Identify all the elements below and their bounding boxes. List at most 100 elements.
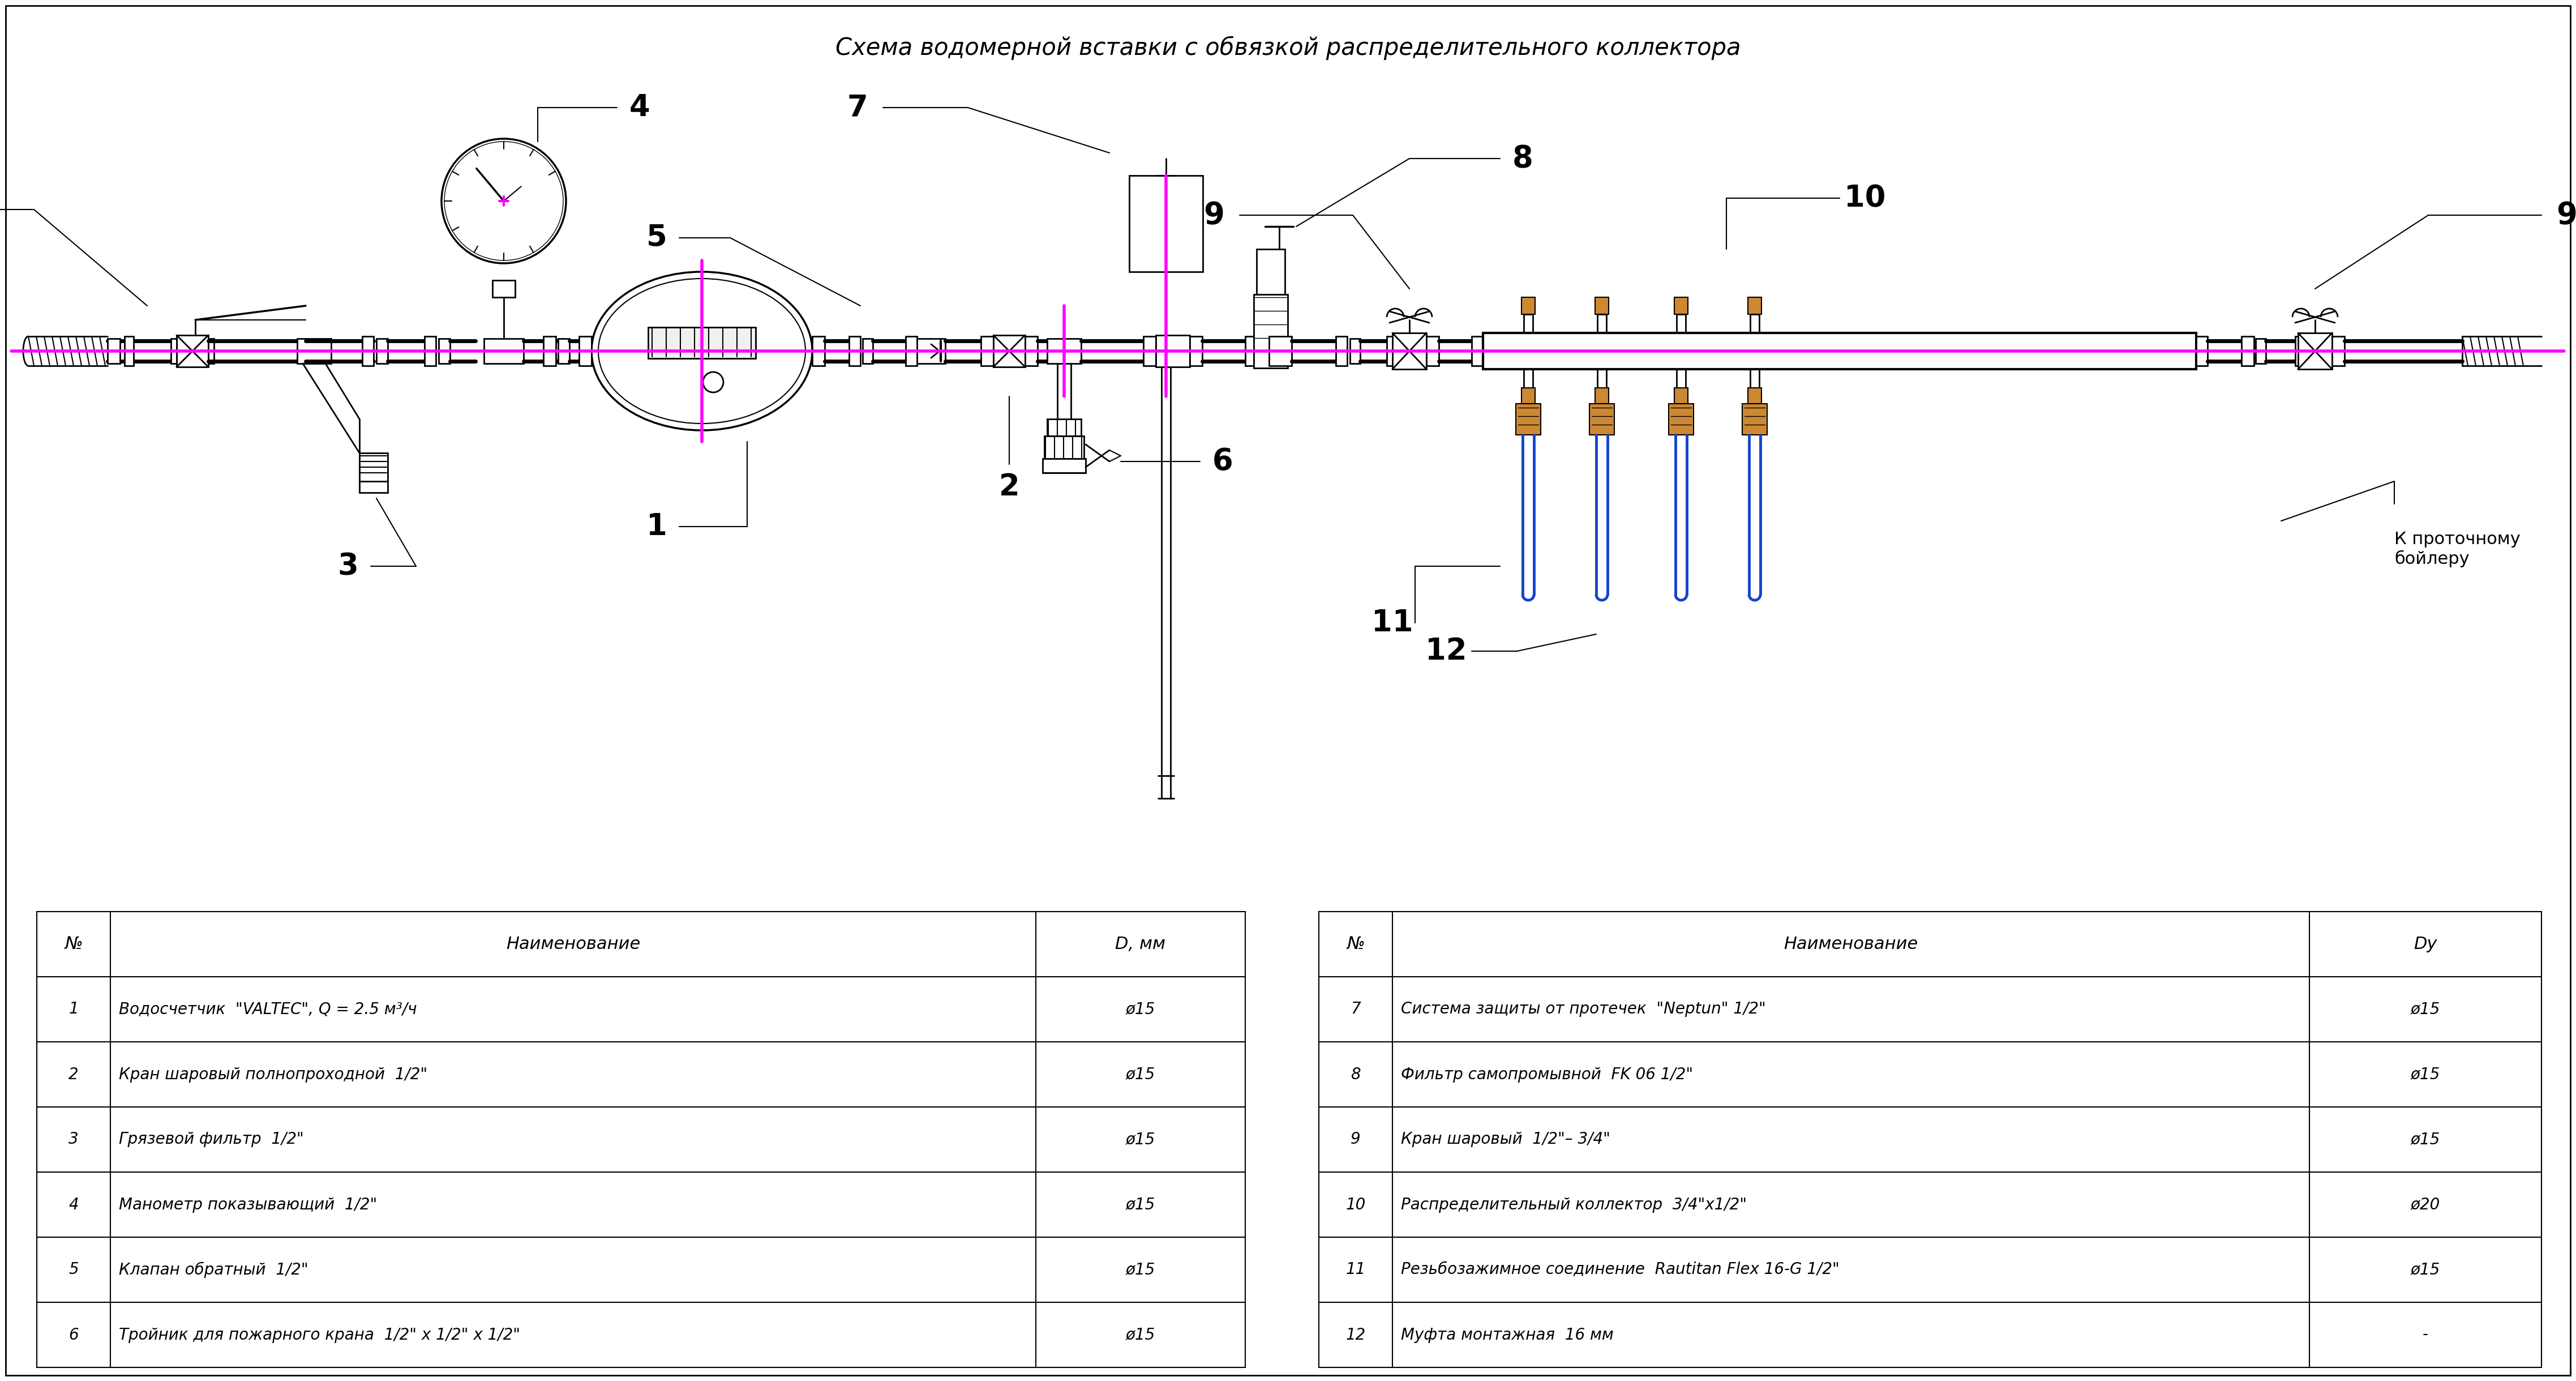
Text: 4: 4 bbox=[629, 93, 649, 123]
Bar bbox=[492, 280, 515, 297]
Bar bbox=[1190, 337, 1203, 366]
Bar bbox=[811, 337, 824, 366]
Text: №: № bbox=[1347, 936, 1365, 953]
Text: ø15: ø15 bbox=[2411, 1001, 2439, 1018]
Bar bbox=[2197, 337, 2208, 366]
Bar bbox=[907, 337, 917, 366]
Bar bbox=[124, 337, 134, 366]
Bar bbox=[1144, 337, 1157, 366]
Text: ø15: ø15 bbox=[1126, 1262, 1157, 1277]
Text: 7: 7 bbox=[848, 93, 868, 123]
Bar bbox=[1595, 297, 1607, 315]
Bar bbox=[912, 338, 945, 363]
Bar bbox=[1522, 388, 1535, 403]
Bar bbox=[363, 337, 374, 366]
Bar bbox=[1043, 458, 1084, 472]
Text: 8: 8 bbox=[1350, 1066, 1360, 1083]
Bar bbox=[981, 337, 994, 366]
Bar bbox=[580, 337, 592, 366]
Bar bbox=[1749, 388, 1762, 403]
Text: Водосчетчик  "VALTEC", Q = 2.5 м³/ч: Водосчетчик "VALTEC", Q = 2.5 м³/ч bbox=[118, 1001, 417, 1018]
Bar bbox=[618, 338, 626, 363]
Bar bbox=[2295, 337, 2308, 366]
Text: Наименование: Наименование bbox=[505, 936, 641, 953]
Bar bbox=[1128, 175, 1203, 272]
Circle shape bbox=[703, 371, 724, 392]
Bar bbox=[1515, 403, 1540, 435]
Bar bbox=[425, 337, 435, 366]
Bar bbox=[544, 337, 556, 366]
Circle shape bbox=[440, 138, 567, 264]
Text: 9: 9 bbox=[1350, 1131, 1360, 1148]
Text: Грязевой фильтр  1/2": Грязевой фильтр 1/2" bbox=[118, 1131, 304, 1148]
Text: 4: 4 bbox=[70, 1197, 80, 1213]
Text: 10: 10 bbox=[1844, 184, 1886, 213]
Text: ø15: ø15 bbox=[2411, 1131, 2439, 1148]
Bar bbox=[1025, 337, 1038, 366]
Text: D, мм: D, мм bbox=[1115, 936, 1167, 953]
Text: Кран шаровый полнопроходной  1/2": Кран шаровый полнопроходной 1/2" bbox=[118, 1066, 428, 1083]
Text: 3: 3 bbox=[70, 1131, 80, 1148]
Text: 9: 9 bbox=[2555, 200, 2576, 229]
Text: ø15: ø15 bbox=[2411, 1066, 2439, 1083]
Text: Клапан обратный  1/2": Клапан обратный 1/2" bbox=[118, 1262, 309, 1277]
Bar bbox=[850, 337, 860, 366]
Bar bbox=[36, 911, 1244, 1367]
Bar bbox=[108, 338, 121, 363]
Bar bbox=[1674, 297, 1687, 315]
Text: Схема водомерной вставки с обвязкой распределительного коллектора: Схема водомерной вставки с обвязкой расп… bbox=[835, 36, 1741, 61]
Text: 1: 1 bbox=[647, 512, 667, 541]
Text: Распределительный коллектор  3/4"x1/2": Распределительный коллектор 3/4"x1/2" bbox=[1401, 1197, 1747, 1213]
Bar bbox=[863, 338, 873, 363]
Text: 2: 2 bbox=[999, 472, 1020, 501]
Ellipse shape bbox=[598, 279, 806, 424]
Bar bbox=[603, 337, 616, 366]
Text: ø15: ø15 bbox=[1126, 1066, 1157, 1083]
Bar bbox=[1157, 336, 1190, 367]
Text: 5: 5 bbox=[647, 224, 667, 253]
Text: -: - bbox=[2421, 1327, 2429, 1342]
Bar bbox=[1484, 333, 2197, 369]
Text: Система защиты от протечек  "Neptun" 1/2": Система защиты от протечек "Neptun" 1/2" bbox=[1401, 1001, 1767, 1018]
Text: 12: 12 bbox=[1345, 1327, 1365, 1342]
Text: ø15: ø15 bbox=[2411, 1262, 2439, 1277]
Text: Манометр показывающий  1/2": Манометр показывающий 1/2" bbox=[118, 1197, 376, 1213]
Text: 12: 12 bbox=[1425, 637, 1466, 666]
Bar bbox=[1048, 418, 1082, 436]
Bar bbox=[209, 338, 214, 363]
Bar bbox=[649, 327, 755, 359]
Bar bbox=[1427, 337, 1440, 366]
Bar bbox=[1394, 333, 1427, 369]
Text: 1: 1 bbox=[70, 1001, 80, 1018]
Text: Dy: Dy bbox=[2414, 936, 2437, 953]
Bar bbox=[1669, 403, 1692, 435]
Text: 7: 7 bbox=[1350, 1001, 1360, 1018]
Bar bbox=[559, 338, 569, 363]
Text: 11: 11 bbox=[1345, 1262, 1365, 1277]
Text: Резьбозажимное соединение  Rautitan Flex 16-G 1/2": Резьбозажимное соединение Rautitan Flex … bbox=[1401, 1262, 1839, 1277]
Circle shape bbox=[443, 142, 564, 261]
Bar bbox=[1337, 337, 1347, 366]
Text: Муфта монтажная  16 мм: Муфта монтажная 16 мм bbox=[1401, 1327, 1613, 1342]
Text: 10: 10 bbox=[1345, 1197, 1365, 1213]
Bar bbox=[178, 336, 209, 367]
Text: №: № bbox=[64, 936, 82, 953]
Bar bbox=[1674, 388, 1687, 403]
Ellipse shape bbox=[592, 272, 811, 431]
Text: 5: 5 bbox=[70, 1262, 80, 1277]
Bar bbox=[1255, 294, 1288, 369]
Bar bbox=[484, 338, 523, 363]
Text: ø15: ø15 bbox=[1126, 1197, 1157, 1213]
Bar bbox=[1471, 337, 1484, 366]
Bar bbox=[1043, 436, 1084, 458]
Bar bbox=[1319, 911, 2543, 1367]
Text: 6: 6 bbox=[70, 1327, 80, 1342]
Text: 6: 6 bbox=[1213, 446, 1234, 476]
Text: ø20: ø20 bbox=[2411, 1197, 2439, 1213]
Bar bbox=[994, 336, 1025, 367]
Bar bbox=[1741, 403, 1767, 435]
Bar bbox=[1386, 337, 1399, 366]
Text: Кран шаровый  1/2"– 3/4": Кран шаровый 1/2"– 3/4" bbox=[1401, 1131, 1610, 1148]
Bar bbox=[1244, 337, 1257, 366]
Text: 11: 11 bbox=[1370, 608, 1414, 638]
